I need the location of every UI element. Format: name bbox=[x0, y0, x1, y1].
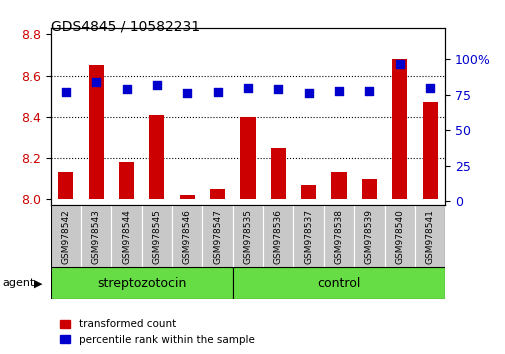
Bar bbox=[81, 205, 111, 267]
Text: GSM978547: GSM978547 bbox=[213, 209, 222, 264]
Bar bbox=[263, 205, 293, 267]
Point bbox=[334, 88, 342, 93]
Bar bbox=[391, 59, 407, 199]
Bar bbox=[361, 178, 376, 199]
Bar bbox=[232, 267, 444, 299]
Bar bbox=[270, 148, 285, 199]
Point bbox=[243, 85, 251, 91]
Bar bbox=[293, 205, 323, 267]
Text: streptozotocin: streptozotocin bbox=[97, 277, 186, 290]
Point bbox=[62, 89, 70, 95]
Bar bbox=[172, 205, 202, 267]
Bar bbox=[179, 195, 194, 199]
Text: GSM978542: GSM978542 bbox=[61, 209, 70, 264]
Bar bbox=[232, 205, 263, 267]
Bar bbox=[354, 205, 384, 267]
Text: GSM978541: GSM978541 bbox=[425, 209, 434, 264]
Bar bbox=[240, 117, 255, 199]
Bar bbox=[50, 267, 232, 299]
Legend: transformed count, percentile rank within the sample: transformed count, percentile rank withi… bbox=[56, 315, 258, 349]
Text: GSM978539: GSM978539 bbox=[364, 209, 373, 264]
Text: GSM978543: GSM978543 bbox=[91, 209, 100, 264]
Bar bbox=[88, 65, 104, 199]
Bar bbox=[384, 205, 414, 267]
Text: agent: agent bbox=[3, 278, 35, 288]
Bar bbox=[50, 205, 81, 267]
Point bbox=[304, 91, 312, 96]
Bar bbox=[149, 115, 164, 199]
Point bbox=[92, 79, 100, 85]
Bar bbox=[111, 205, 141, 267]
Text: control: control bbox=[317, 277, 360, 290]
Bar bbox=[300, 185, 316, 199]
Bar bbox=[414, 205, 444, 267]
Point bbox=[213, 89, 221, 95]
Bar bbox=[323, 205, 353, 267]
Point bbox=[425, 85, 433, 91]
Text: GSM978538: GSM978538 bbox=[334, 209, 343, 264]
Bar bbox=[210, 189, 225, 199]
Bar bbox=[58, 172, 73, 199]
Point bbox=[274, 86, 282, 92]
Bar bbox=[422, 102, 437, 199]
Text: GDS4845 / 10582231: GDS4845 / 10582231 bbox=[50, 19, 199, 34]
Bar bbox=[331, 172, 346, 199]
Text: GSM978544: GSM978544 bbox=[122, 209, 131, 264]
Point bbox=[153, 82, 161, 88]
Text: GSM978540: GSM978540 bbox=[394, 209, 403, 264]
Text: GSM978536: GSM978536 bbox=[273, 209, 282, 264]
Point bbox=[365, 88, 373, 93]
Text: GSM978535: GSM978535 bbox=[243, 209, 252, 264]
Text: GSM978537: GSM978537 bbox=[304, 209, 313, 264]
Bar bbox=[202, 205, 232, 267]
Text: ▶: ▶ bbox=[34, 278, 43, 288]
Point bbox=[183, 91, 191, 96]
Bar bbox=[119, 162, 134, 199]
Point bbox=[395, 61, 403, 67]
Bar bbox=[141, 205, 172, 267]
Text: GSM978546: GSM978546 bbox=[182, 209, 191, 264]
Text: GSM978545: GSM978545 bbox=[152, 209, 161, 264]
Point bbox=[122, 86, 130, 92]
